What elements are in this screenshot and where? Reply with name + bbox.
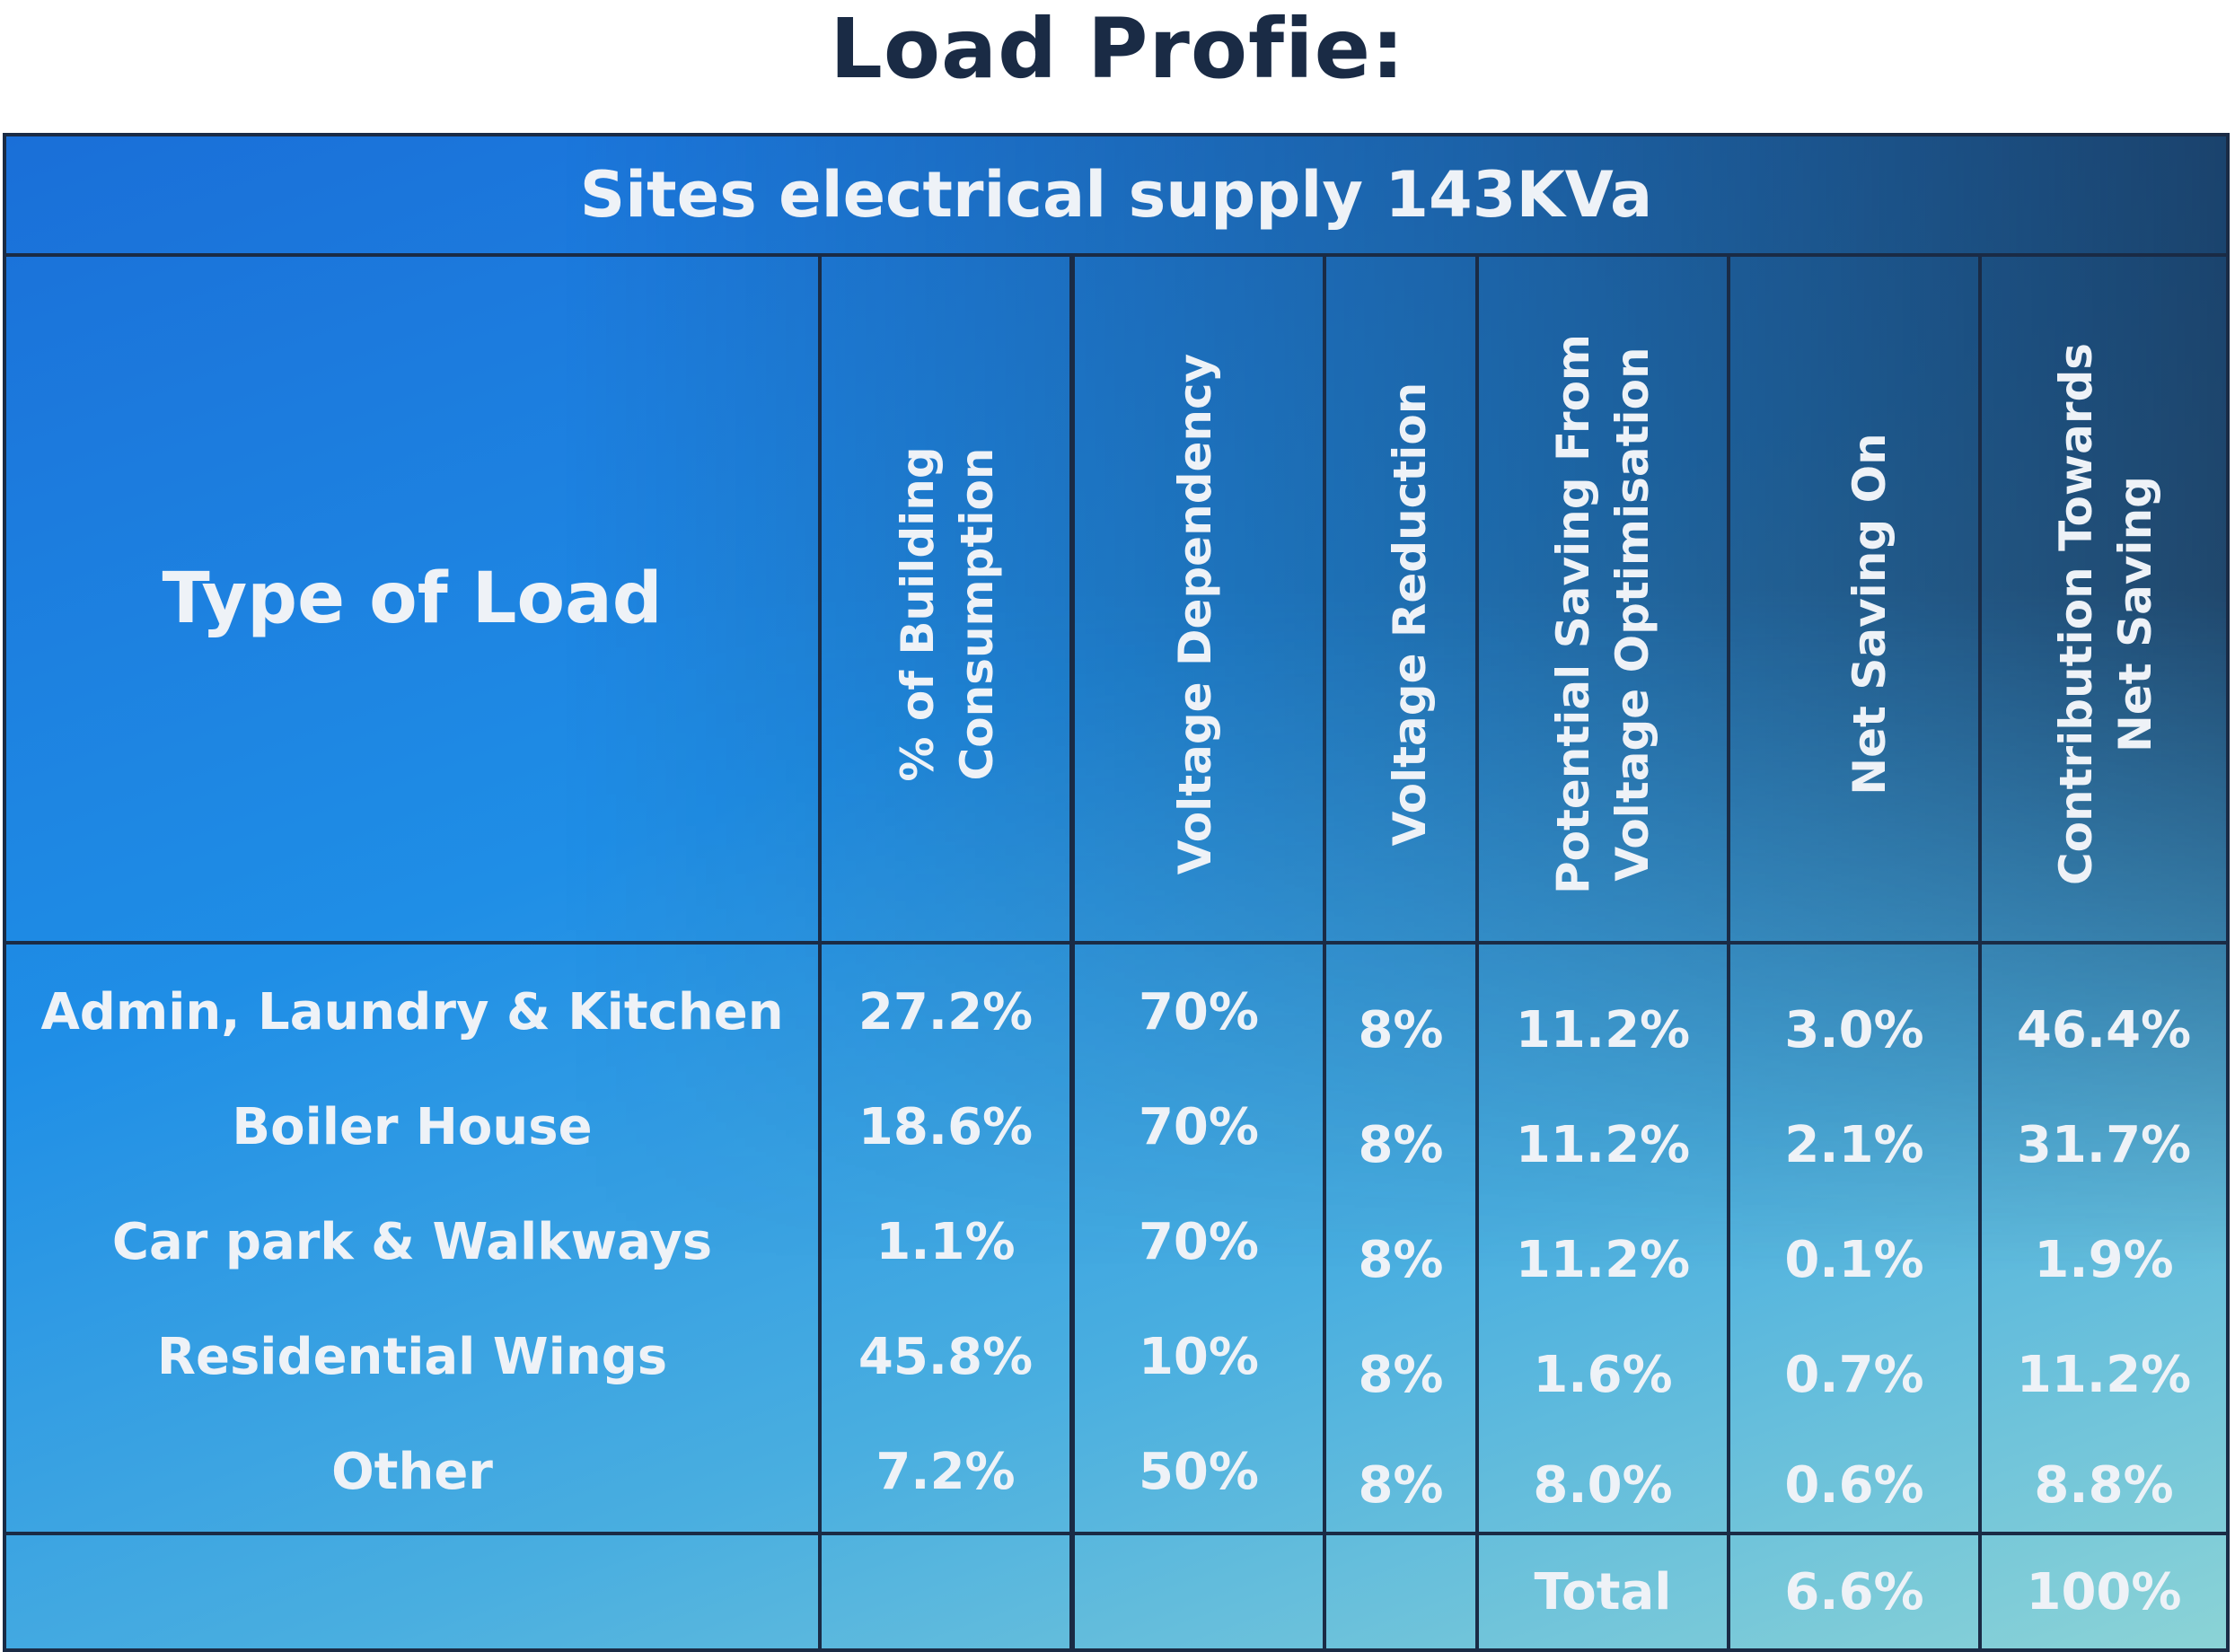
table-cell: 70%: [1138, 982, 1260, 1041]
page-title: Load Profie:: [830, 1, 1405, 97]
total-net-saving: 6.6%: [1784, 1562, 1924, 1621]
table-cell: 27.2%: [858, 982, 1034, 1041]
table-cell: 11.2%: [2016, 1345, 2192, 1404]
table-cell: 70%: [1138, 1097, 1260, 1156]
col-header-net-saving-on: Net Saving On: [1843, 433, 1896, 795]
table-cell: 31.7%: [2016, 1115, 2192, 1174]
type-of-load-header: Type of Load: [162, 558, 663, 639]
table-cell: 1.1%: [876, 1212, 1016, 1271]
row-label: Residential Wings: [156, 1327, 668, 1386]
divider-col-5: [1727, 253, 1730, 1648]
table-cell: 11.2%: [1515, 1230, 1691, 1289]
table-cell: 3.0%: [1784, 1000, 1924, 1059]
divider-col-4: [1475, 253, 1479, 1648]
table-cell: 8%: [1358, 1115, 1444, 1174]
divider-col-3: [1323, 253, 1326, 1648]
total-contribution: 100%: [2026, 1562, 2182, 1621]
table-cell: 70%: [1138, 1212, 1260, 1271]
table-cell: 1.6%: [1533, 1345, 1673, 1404]
row-label: Boiler House: [232, 1097, 593, 1156]
divider-header: [6, 941, 2226, 945]
col-header-contribution: Contribution Towards Net Saving: [2050, 342, 2161, 886]
table-cell: 2.1%: [1784, 1115, 1924, 1174]
table-cell: 10%: [1138, 1327, 1260, 1386]
table-cell: 8.0%: [1533, 1455, 1673, 1515]
load-profile-table: Sites electrical supply 143KVa Type of L…: [3, 133, 2230, 1652]
col-header-voltage-reduction: Voltage Reduction: [1384, 382, 1436, 847]
table-cell: 11.2%: [1515, 1000, 1691, 1059]
table-cell: 18.6%: [858, 1097, 1034, 1156]
col-header-potential-saving: Potential Saving From Voltage Optimisatio…: [1547, 333, 1659, 895]
table-cell: 50%: [1138, 1442, 1260, 1501]
divider-col-1: [818, 253, 822, 1648]
table-cell: 1.9%: [2034, 1230, 2174, 1289]
table-cell: 0.6%: [1784, 1455, 1924, 1515]
col-header-building-consumption: % of Building Consumption: [892, 446, 1003, 782]
table-cell: 8%: [1358, 1230, 1444, 1289]
divider-col-2: [1069, 253, 1075, 1648]
table-cell: 7.2%: [876, 1442, 1016, 1501]
divider-title: [6, 253, 2226, 257]
divider-col-6: [1978, 253, 1982, 1648]
supply-title: Sites electrical supply 143KVa: [579, 158, 1653, 232]
table-cell: 8%: [1358, 1345, 1444, 1404]
row-label: Car park & Walkways: [111, 1212, 713, 1271]
table-cell: 11.2%: [1515, 1115, 1691, 1174]
table-cell: 45.8%: [858, 1327, 1034, 1386]
row-label: Other: [331, 1442, 493, 1501]
divider-total: [6, 1532, 2226, 1535]
col-header-voltage-dependency: Voltage Dependency: [1169, 353, 1221, 875]
table-cell: 8%: [1358, 1455, 1444, 1515]
table-cell: 8%: [1358, 1000, 1444, 1059]
total-label: Total: [1534, 1562, 1672, 1621]
table-cell: 0.1%: [1784, 1230, 1924, 1289]
table-cell: 0.7%: [1784, 1345, 1924, 1404]
table-cell: 8.8%: [2034, 1455, 2174, 1515]
table-cell: 46.4%: [2016, 1000, 2192, 1059]
row-label: Admin, Laundry & Kitchen: [40, 982, 784, 1041]
